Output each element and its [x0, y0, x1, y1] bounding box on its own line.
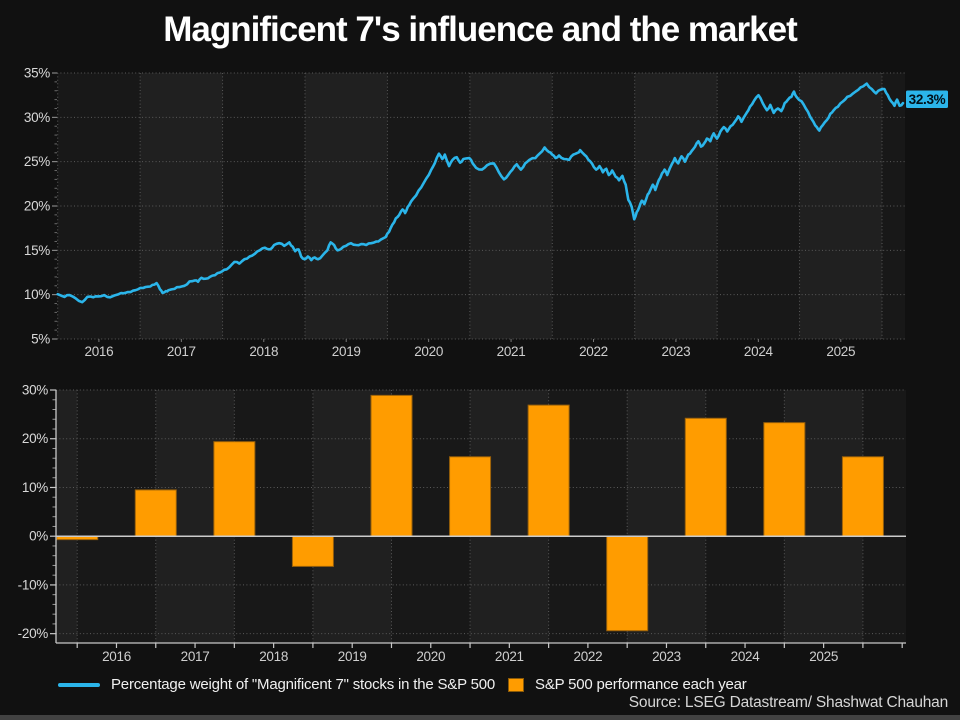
line-series-swatch — [58, 682, 100, 687]
bar-2024 — [763, 422, 806, 537]
svg-text:30%: 30% — [22, 383, 48, 398]
svg-text:2020: 2020 — [416, 649, 445, 664]
footer-strip — [0, 715, 960, 720]
svg-text:2021: 2021 — [495, 649, 524, 664]
bar-2019 — [370, 394, 413, 537]
bar-2025 — [841, 456, 884, 537]
source-attribution: Source: LSEG Datastream/ Shashwat Chauha… — [628, 694, 948, 711]
svg-text:-10%: -10% — [18, 577, 49, 592]
line-series-label: Percentage weight of "Magnificent 7" sto… — [111, 676, 496, 693]
svg-text:2016: 2016 — [84, 344, 113, 359]
bar-2016 — [134, 489, 177, 537]
svg-text:25%: 25% — [24, 154, 50, 169]
svg-text:5%: 5% — [31, 332, 50, 347]
svg-text:2025: 2025 — [826, 344, 855, 359]
page-title: Magnificent 7's influence and the market — [163, 10, 797, 49]
svg-text:15%: 15% — [24, 243, 50, 258]
svg-text:-20%: -20% — [18, 626, 49, 641]
svg-text:2021: 2021 — [497, 344, 526, 359]
svg-text:2018: 2018 — [259, 649, 288, 664]
svg-text:2022: 2022 — [573, 649, 602, 664]
svg-text:2022: 2022 — [579, 344, 608, 359]
svg-text:35%: 35% — [24, 66, 50, 81]
bar-series-label: S&P 500 performance each year — [535, 676, 747, 693]
svg-text:20%: 20% — [24, 199, 50, 214]
bar-2018 — [291, 535, 334, 567]
svg-text:32.3%: 32.3% — [909, 92, 946, 107]
svg-text:10%: 10% — [22, 480, 48, 495]
legend: Percentage weight of "Magnificent 7" sto… — [58, 676, 747, 693]
svg-text:30%: 30% — [24, 110, 50, 125]
svg-text:2023: 2023 — [652, 649, 681, 664]
bar-chart: 30% 20% 10% 0% -10% -20% 2016 2017 2018 2019 2020 2… — [18, 383, 906, 664]
svg-text:0%: 0% — [29, 529, 48, 544]
svg-text:2023: 2023 — [662, 344, 691, 359]
svg-text:2020: 2020 — [414, 344, 443, 359]
svg-text:20%: 20% — [22, 431, 48, 446]
svg-text:2016: 2016 — [102, 649, 131, 664]
svg-text:2025: 2025 — [809, 649, 838, 664]
bar-2022 — [606, 535, 649, 632]
svg-text:2018: 2018 — [249, 344, 278, 359]
bar-series-swatch — [508, 677, 525, 692]
svg-text:2017: 2017 — [167, 344, 196, 359]
bar-2023 — [684, 417, 727, 537]
svg-text:2019: 2019 — [338, 649, 367, 664]
line-chart: 5% 10% 15% 20% 25% 30% 35% 2016 2017 2018 2019 2020… — [24, 66, 948, 359]
bar-2020 — [449, 456, 492, 537]
svg-text:2024: 2024 — [744, 344, 774, 359]
weight-line — [56, 82, 905, 304]
svg-text:2017: 2017 — [181, 649, 210, 664]
bar-2017 — [213, 441, 256, 537]
svg-text:10%: 10% — [24, 287, 50, 302]
last-value-badge: 32.3% — [906, 90, 948, 108]
svg-text:2024: 2024 — [731, 649, 761, 664]
bar-2021 — [527, 404, 570, 537]
svg-text:2019: 2019 — [332, 344, 361, 359]
